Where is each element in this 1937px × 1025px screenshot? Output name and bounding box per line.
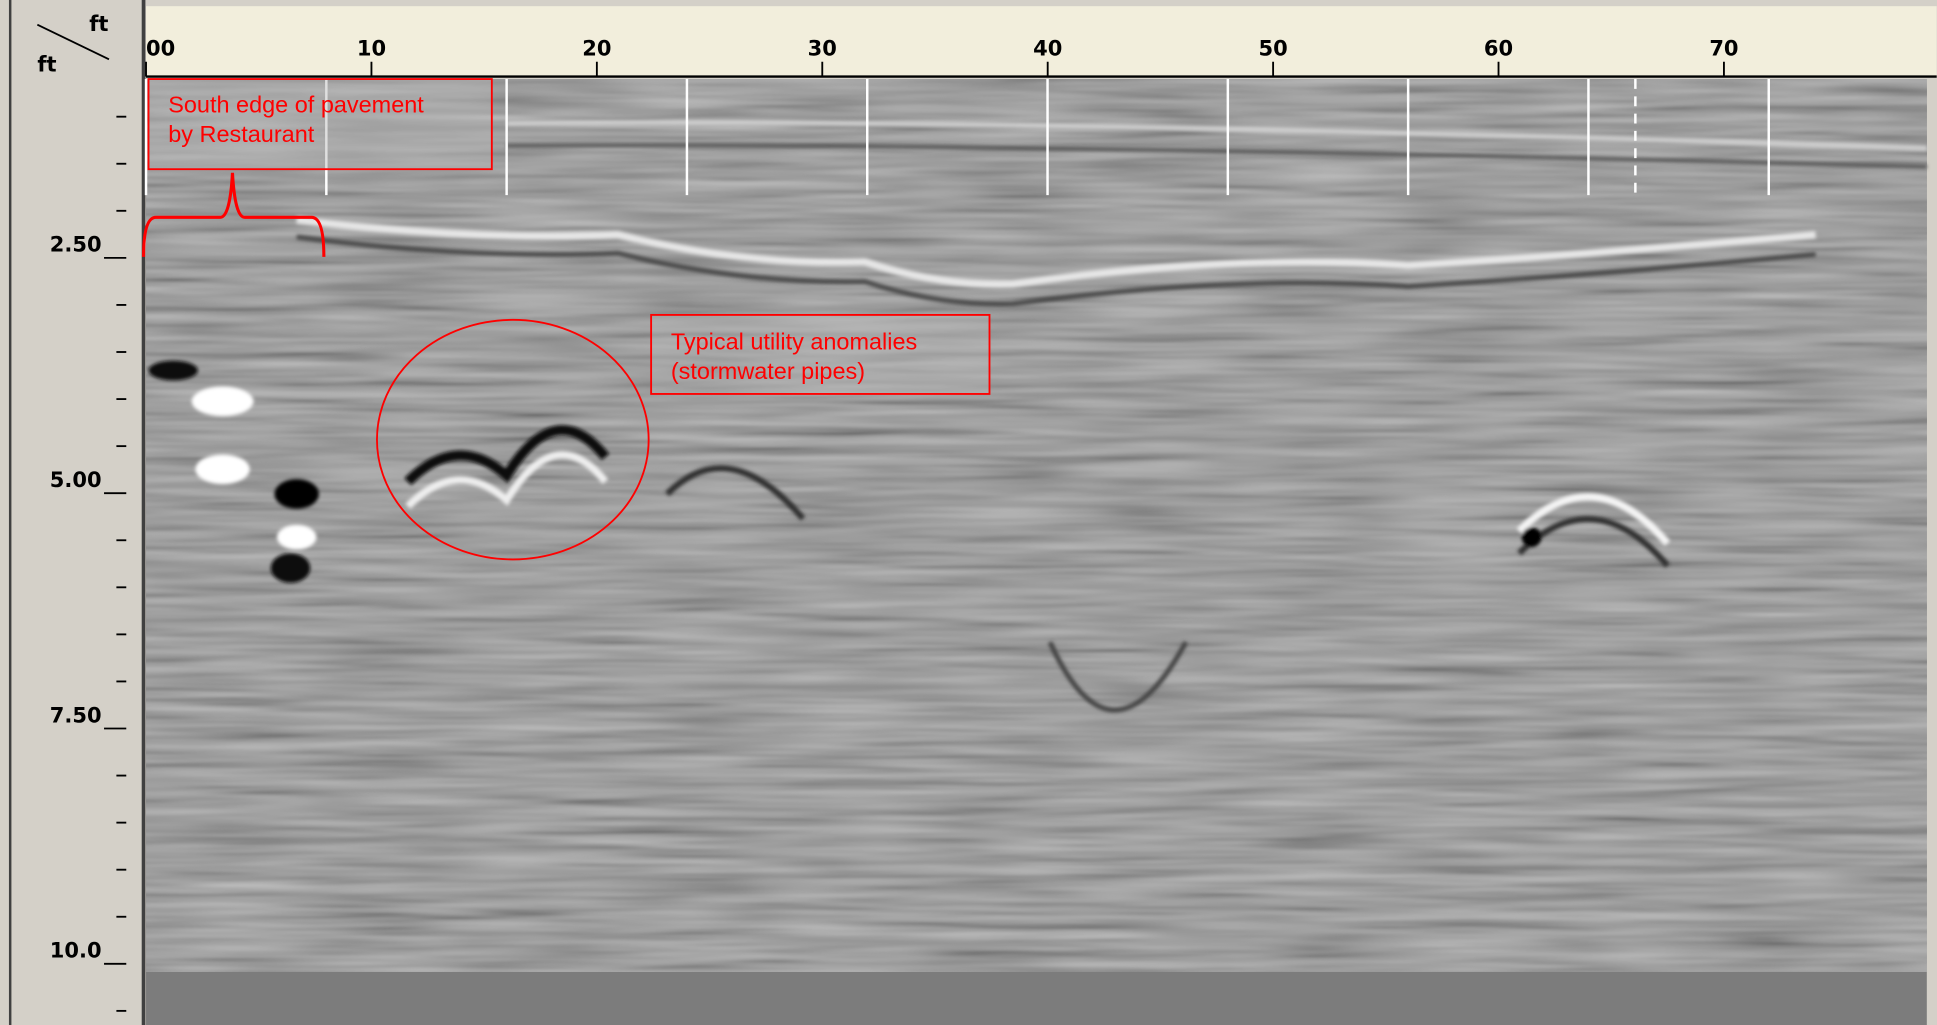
scan-texture	[146, 79, 1927, 972]
y-tick-label: 2.50	[50, 233, 102, 257]
y-tick-label: 10.0	[50, 939, 102, 963]
x-tick-label: 60	[1484, 37, 1513, 61]
plot-area	[146, 79, 1927, 1025]
x-unit: ft	[89, 12, 108, 36]
x-tick-label: 10	[357, 37, 386, 61]
y-tick-label: 7.50	[50, 703, 102, 727]
annotation-text: by Restaurant	[168, 121, 314, 147]
y-unit: ft	[37, 53, 56, 77]
annotation-text: South edge of pavement	[168, 91, 424, 117]
annotation-text: (stormwater pipes)	[671, 358, 865, 384]
x-tick-label: 50	[1259, 37, 1288, 61]
y-tick-label: 5.00	[50, 468, 102, 492]
x-tick-label: 70	[1709, 37, 1738, 61]
x-tick-label: 20	[582, 37, 611, 61]
x-tick-label: 40	[1033, 37, 1062, 61]
annotation-text: Typical utility anomalies	[671, 328, 917, 354]
page: ft ft	[0, 0, 1937, 1025]
x-tick-label: 30	[808, 37, 837, 61]
radargram-window: ft ft	[0, 0, 1937, 1025]
x-tick-label: 00	[146, 37, 175, 61]
